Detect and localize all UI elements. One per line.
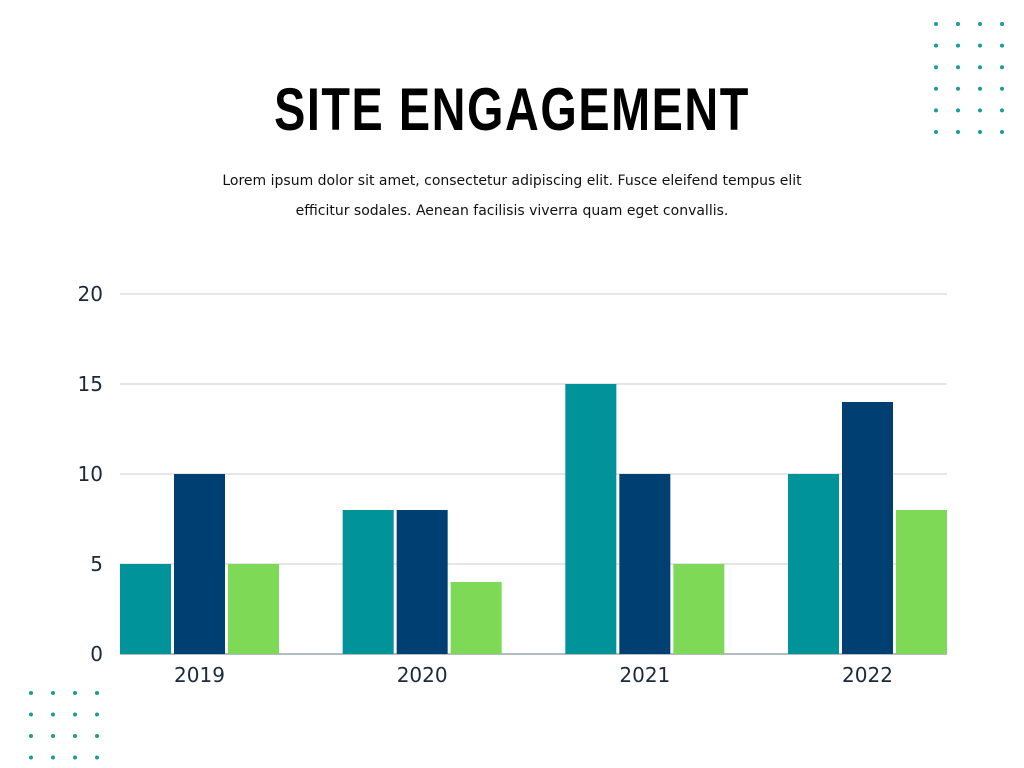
bar-2021-series-3 [673, 564, 725, 654]
decorative-dot [95, 734, 99, 738]
decorative-dot [934, 108, 938, 113]
decorative-dot [1000, 65, 1004, 70]
decorative-dot [29, 691, 33, 695]
y-tick-label: 10 [78, 462, 103, 486]
decorative-dot [978, 22, 982, 26]
x-tick-label: 2020 [397, 663, 448, 687]
bar-2019-series-3 [228, 564, 279, 654]
decorative-dot [1000, 22, 1004, 26]
decorative-dot [29, 712, 33, 717]
bar-2022-series-1 [788, 474, 839, 654]
axis-labels: 0 5 10 15 20 2019 2020 2021 2022 [78, 282, 893, 687]
x-tick-label: 2019 [174, 663, 225, 687]
bar-2020-series-2 [396, 510, 448, 654]
decorative-dot [956, 108, 960, 113]
decorative-dot [95, 712, 99, 717]
bar-2019-series-2 [174, 474, 225, 654]
bar-2022-series-3 [896, 510, 947, 654]
decorative-dot [73, 734, 77, 738]
decorative-dot [978, 86, 982, 91]
decorative-dot [51, 712, 55, 717]
decorative-dot [978, 130, 982, 134]
page-subtitle: Lorem ipsum dolor sit amet, consectetur … [222, 173, 802, 219]
y-tick-label: 20 [78, 282, 103, 306]
decorative-dot [956, 22, 960, 26]
bar-2019-series-1 [120, 564, 171, 654]
bars [120, 384, 947, 654]
decorative-dot [978, 108, 982, 113]
decorative-dot [51, 734, 55, 738]
page-title: SITE ENGAGEMENT [274, 76, 750, 143]
y-tick-label: 15 [78, 372, 103, 396]
decorative-dot [934, 130, 938, 134]
decorative-dot [978, 43, 982, 48]
decorative-dot [934, 43, 938, 48]
decorative-dot [956, 65, 960, 70]
decorative-dot [1000, 108, 1004, 113]
x-tick-label: 2021 [619, 663, 670, 687]
bar-2021-series-2 [619, 474, 671, 654]
dot-pattern-bottom-left [29, 691, 99, 760]
decorative-dot [934, 22, 938, 26]
decorative-dot [934, 86, 938, 91]
decorative-dot [51, 755, 55, 760]
y-tick-label: 0 [90, 642, 103, 666]
bar-2020-series-1 [342, 510, 394, 654]
decorative-dot [956, 43, 960, 48]
decorative-dot [73, 691, 77, 695]
decorative-dot [73, 712, 77, 717]
decorative-dot [95, 691, 99, 695]
decorative-dot [29, 734, 33, 738]
decorative-dot [51, 691, 55, 695]
decorative-dot [956, 130, 960, 134]
x-tick-label: 2022 [842, 663, 893, 687]
decorative-dot [978, 65, 982, 70]
decorative-dot [1000, 43, 1004, 48]
dot-pattern-top-right [934, 22, 1004, 134]
decorative-dot [1000, 130, 1004, 134]
decorative-dot [934, 65, 938, 70]
decorative-dot [95, 755, 99, 760]
bar-2020-series-3 [450, 582, 502, 654]
bar-2021-series-1 [565, 384, 617, 654]
decorative-dot [29, 755, 33, 760]
decorative-dot [1000, 86, 1004, 91]
y-tick-label: 5 [90, 552, 103, 576]
decorative-dot [73, 755, 77, 760]
bar-2022-series-2 [842, 402, 893, 654]
decorative-dot [956, 86, 960, 91]
